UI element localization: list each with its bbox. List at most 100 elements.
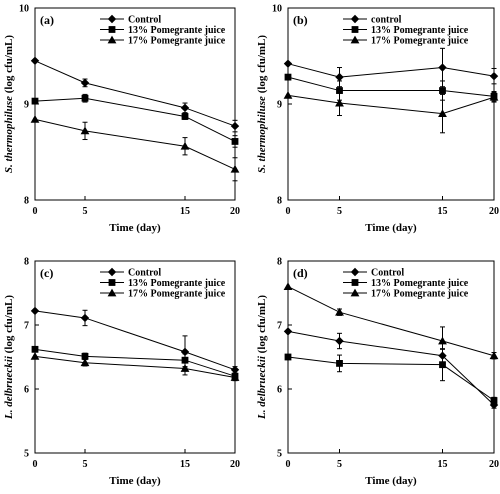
data-point xyxy=(181,356,189,364)
data-point xyxy=(283,59,293,68)
series-3 xyxy=(283,282,499,360)
data-point xyxy=(181,113,189,120)
legend-label: 17% Pomegrante juice xyxy=(128,36,226,47)
data-point xyxy=(80,358,90,367)
x-tick-label: 20 xyxy=(489,459,499,470)
legend-label: 13% Pomegrante juice xyxy=(128,278,226,289)
x-tick-label: 5 xyxy=(337,206,342,217)
series-line xyxy=(34,60,236,127)
y-tick-label: 10 xyxy=(19,4,29,15)
series-3 xyxy=(30,351,240,382)
series-1 xyxy=(283,47,499,88)
chart-panel-2: 8 9 10 0 5 15 20 Time (day) S. thermophiluse (lo… xyxy=(256,4,499,235)
y-tick-label: 9 xyxy=(24,100,29,111)
data-point xyxy=(489,71,499,81)
panel-label: (b) xyxy=(293,13,308,27)
x-axis-label: Time (day) xyxy=(365,222,417,234)
data-point xyxy=(336,360,343,367)
data-point xyxy=(335,307,344,316)
y-axis-label: L. delbrueckii (log cfu/mL) xyxy=(256,295,268,420)
data-point xyxy=(80,313,90,323)
y-tick-label: 8 xyxy=(277,257,282,268)
panel-label: (d) xyxy=(293,266,308,280)
y-tick-label: 6 xyxy=(24,385,29,396)
legend-marker xyxy=(107,35,117,44)
data-point xyxy=(335,72,344,82)
legend-label: 17% Pomegrante juice xyxy=(128,289,226,300)
legend-marker xyxy=(351,26,359,33)
x-tick-label: 20 xyxy=(230,206,240,217)
legend-marker xyxy=(350,35,360,44)
legend-label: control xyxy=(371,15,402,26)
data-point xyxy=(490,397,498,404)
x-tick-label: 0 xyxy=(33,459,38,470)
x-tick-label: 5 xyxy=(83,459,88,470)
x-axis-label: Time (day) xyxy=(109,222,161,234)
legend-label: 17% Pomegrante juice xyxy=(371,36,469,47)
y-tick-label: 7 xyxy=(277,321,282,332)
data-point xyxy=(180,364,190,372)
y-axis-label: S. thermophiluse (log cfu/mL) xyxy=(3,35,15,173)
series-line xyxy=(287,356,495,401)
data-point xyxy=(284,353,292,361)
data-point xyxy=(284,73,292,81)
data-point xyxy=(31,97,39,105)
data-point xyxy=(283,327,293,336)
series-line xyxy=(34,348,236,377)
y-axis-label-species: S. thermophiluse xyxy=(256,96,268,173)
data-point xyxy=(489,351,499,360)
y-axis-label-units: (log cfu/mL) xyxy=(256,295,268,356)
series-line xyxy=(287,76,495,97)
legend-label: Control xyxy=(371,268,404,279)
series-1 xyxy=(30,306,240,374)
legend-label: 17% Pomegrante juice xyxy=(371,289,469,300)
y-tick-label: 10 xyxy=(272,4,282,15)
series-3 xyxy=(283,90,499,134)
series-2 xyxy=(284,73,498,102)
data-point xyxy=(31,345,39,353)
x-tick-label: 5 xyxy=(83,206,88,217)
series-2 xyxy=(31,345,239,380)
legend-marker xyxy=(107,288,117,297)
y-axis-label: S. thermophiluse (log cfu/mL) xyxy=(256,35,268,173)
y-axis-label-units: (log cfu/mL) xyxy=(256,35,268,96)
series-line xyxy=(287,63,495,78)
data-point xyxy=(438,109,447,117)
x-axis-label: Time (day) xyxy=(365,475,417,487)
data-point xyxy=(438,336,447,345)
series-line xyxy=(287,330,495,406)
data-point xyxy=(80,78,90,88)
data-point xyxy=(439,87,446,94)
series-line xyxy=(34,97,236,142)
legend-marker xyxy=(108,279,116,286)
y-tick-label: 7 xyxy=(24,321,29,332)
y-tick-label: 6 xyxy=(277,385,282,396)
legend-marker xyxy=(107,267,117,277)
data-point xyxy=(30,351,40,360)
x-axis-label: Time (day) xyxy=(109,475,161,487)
legend-marker xyxy=(350,288,360,297)
series-line xyxy=(34,310,236,371)
data-point xyxy=(180,103,190,113)
data-point xyxy=(230,373,240,381)
y-tick-label: 9 xyxy=(277,100,282,111)
legend-label: 13% Pomegrante juice xyxy=(371,25,469,36)
series-line xyxy=(287,94,495,115)
data-point xyxy=(30,56,40,65)
data-point xyxy=(438,63,447,72)
panel-label: (a) xyxy=(40,13,54,27)
legend-marker xyxy=(350,14,360,24)
legend-label: 13% Pomegrante juice xyxy=(371,278,469,289)
x-tick-label: 15 xyxy=(180,206,190,217)
y-axis-label: L. delbrueckii (log cfu/mL) xyxy=(3,295,15,420)
x-tick-label: 15 xyxy=(438,206,448,217)
data-point xyxy=(439,361,446,369)
y-axis-label-species: L. delbrueckii xyxy=(256,355,268,420)
series-1 xyxy=(283,327,499,410)
legend-label: Control xyxy=(128,268,161,279)
